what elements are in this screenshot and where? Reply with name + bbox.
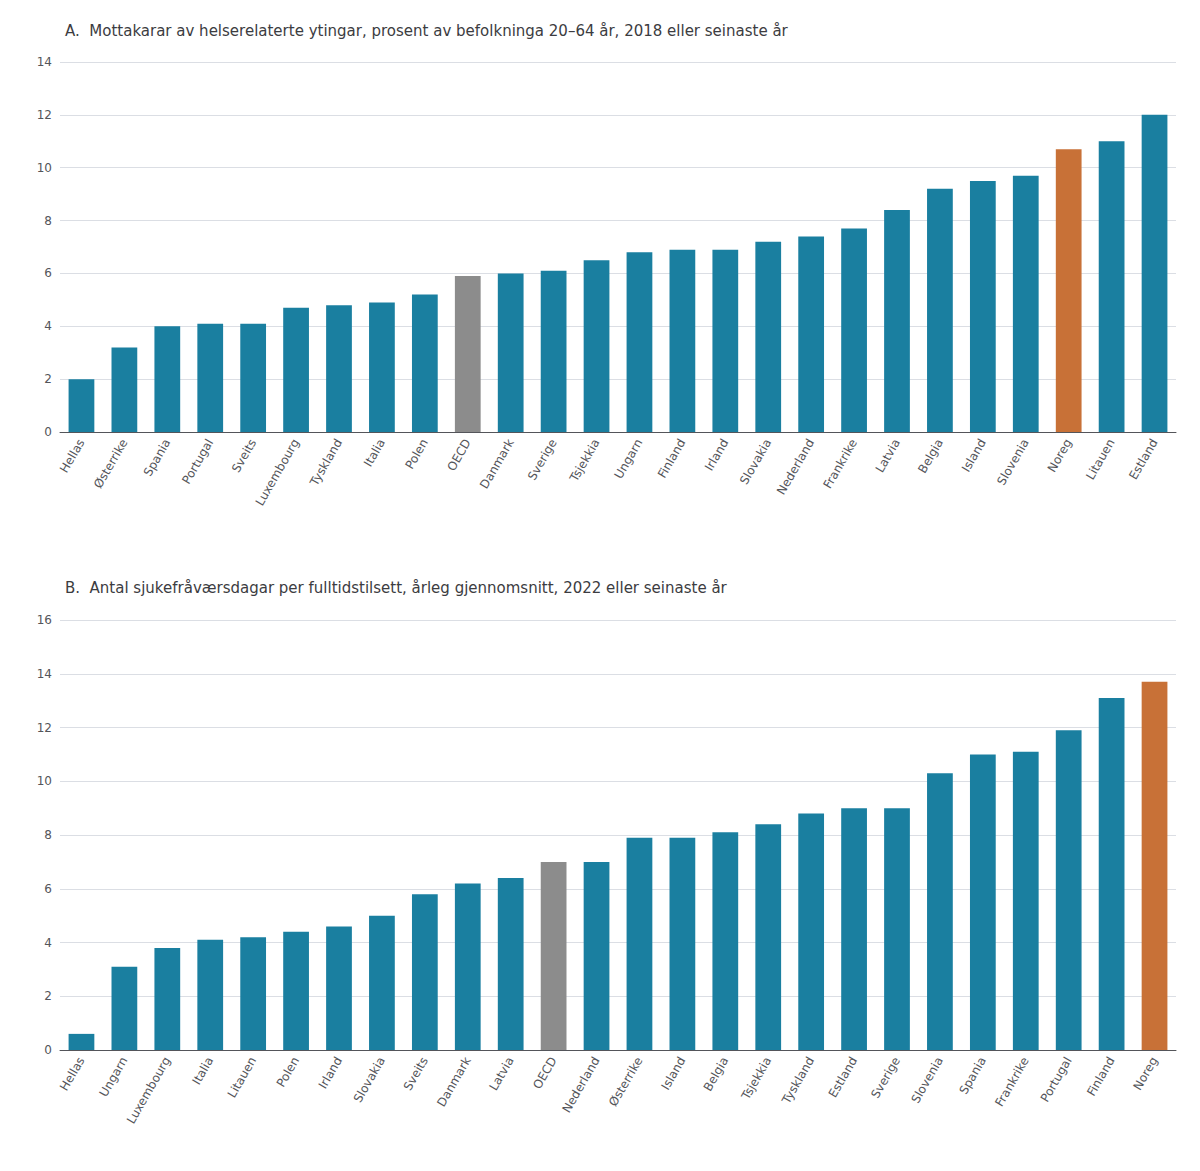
svg-text:Østerrike: Østerrike	[606, 1054, 645, 1108]
svg-text:Sverige: Sverige	[868, 1054, 903, 1100]
svg-text:Østerrike: Østerrike	[91, 436, 130, 490]
svg-text:8: 8	[44, 214, 52, 228]
svg-text:10: 10	[37, 161, 52, 175]
svg-text:0: 0	[44, 1043, 52, 1057]
svg-text:14: 14	[37, 667, 52, 681]
svg-text:Nederland: Nederland	[774, 436, 817, 497]
svg-text:Belgia: Belgia	[915, 436, 946, 475]
svg-text:6: 6	[44, 882, 52, 896]
svg-text:Latvia: Latvia	[486, 1054, 516, 1093]
svg-text:Sveits: Sveits	[401, 1054, 431, 1092]
svg-text:Slovakia: Slovakia	[351, 1054, 388, 1105]
svg-text:12: 12	[37, 108, 52, 122]
svg-text:Tyskland: Tyskland	[779, 1054, 817, 1107]
svg-text:8: 8	[44, 828, 52, 842]
svg-text:Estland: Estland	[1126, 436, 1160, 481]
svg-text:Ungarn: Ungarn	[612, 436, 646, 481]
svg-text:Finland: Finland	[655, 436, 689, 480]
svg-text:Tyskland: Tyskland	[307, 436, 345, 489]
svg-text:Hellas: Hellas	[57, 1054, 87, 1093]
svg-text:Noreg: Noreg	[1045, 436, 1075, 474]
svg-text:Danmark: Danmark	[434, 1054, 474, 1109]
svg-text:10: 10	[37, 774, 52, 788]
svg-text:B. Antal sjukefråværsdagar pe: B. Antal sjukefråværsdagar per fulltidst…	[65, 579, 728, 597]
svg-text:Hellas: Hellas	[57, 436, 87, 475]
svg-text:OECD: OECD	[444, 436, 473, 473]
svg-text:Irland: Irland	[702, 436, 731, 473]
svg-text:Spania: Spania	[141, 436, 174, 478]
svg-text:12: 12	[37, 721, 52, 735]
svg-text:Frankrike: Frankrike	[992, 1054, 1032, 1109]
svg-text:Frankrike: Frankrike	[821, 436, 861, 491]
svg-text:Portugal: Portugal	[179, 436, 216, 486]
svg-text:Danmark: Danmark	[477, 436, 517, 491]
svg-text:6: 6	[44, 266, 52, 280]
svg-text:Irland: Irland	[316, 1054, 345, 1091]
svg-text:Estland: Estland	[826, 1054, 860, 1099]
svg-text:14: 14	[37, 55, 52, 69]
svg-text:Luxembourg: Luxembourg	[253, 436, 302, 508]
svg-text:Portugal: Portugal	[1038, 1054, 1075, 1104]
svg-text:Slovakia: Slovakia	[737, 436, 774, 487]
svg-text:2: 2	[44, 989, 52, 1003]
svg-text:4: 4	[44, 936, 52, 950]
svg-text:Slovenia: Slovenia	[908, 1054, 946, 1105]
svg-text:Tsjekkia: Tsjekkia	[567, 436, 603, 484]
svg-text:Island: Island	[658, 1054, 688, 1092]
svg-text:Sverige: Sverige	[525, 436, 560, 482]
svg-text:Litauen: Litauen	[225, 1054, 259, 1100]
svg-text:Litauen: Litauen	[1083, 436, 1117, 482]
svg-text:Sveits: Sveits	[229, 436, 259, 474]
svg-text:Italia: Italia	[189, 1054, 216, 1087]
svg-text:Italia: Italia	[361, 436, 388, 469]
svg-text:4: 4	[44, 319, 52, 333]
svg-text:Luxembourg: Luxembourg	[124, 1054, 173, 1126]
svg-text:Slovenia: Slovenia	[994, 436, 1032, 487]
svg-text:2: 2	[44, 372, 52, 386]
svg-text:Spania: Spania	[956, 1054, 989, 1096]
svg-text:A. Mottakarar av helserelater: A. Mottakarar av helserelaterte ytingar,…	[65, 22, 789, 40]
svg-text:Latvia: Latvia	[873, 436, 903, 475]
svg-text:Polen: Polen	[274, 1054, 302, 1089]
svg-text:0: 0	[44, 425, 52, 439]
svg-text:Island: Island	[959, 436, 989, 474]
svg-text:Finland: Finland	[1084, 1054, 1118, 1098]
svg-text:Polen: Polen	[403, 436, 431, 471]
svg-text:Belgia: Belgia	[701, 1054, 732, 1093]
svg-text:Noreg: Noreg	[1130, 1054, 1160, 1092]
svg-text:Tsjekkia: Tsjekkia	[738, 1054, 774, 1102]
svg-text:16: 16	[37, 613, 52, 627]
svg-text:Nederland: Nederland	[559, 1054, 602, 1115]
svg-text:Ungarn: Ungarn	[97, 1054, 131, 1099]
svg-text:OECD: OECD	[530, 1054, 559, 1091]
